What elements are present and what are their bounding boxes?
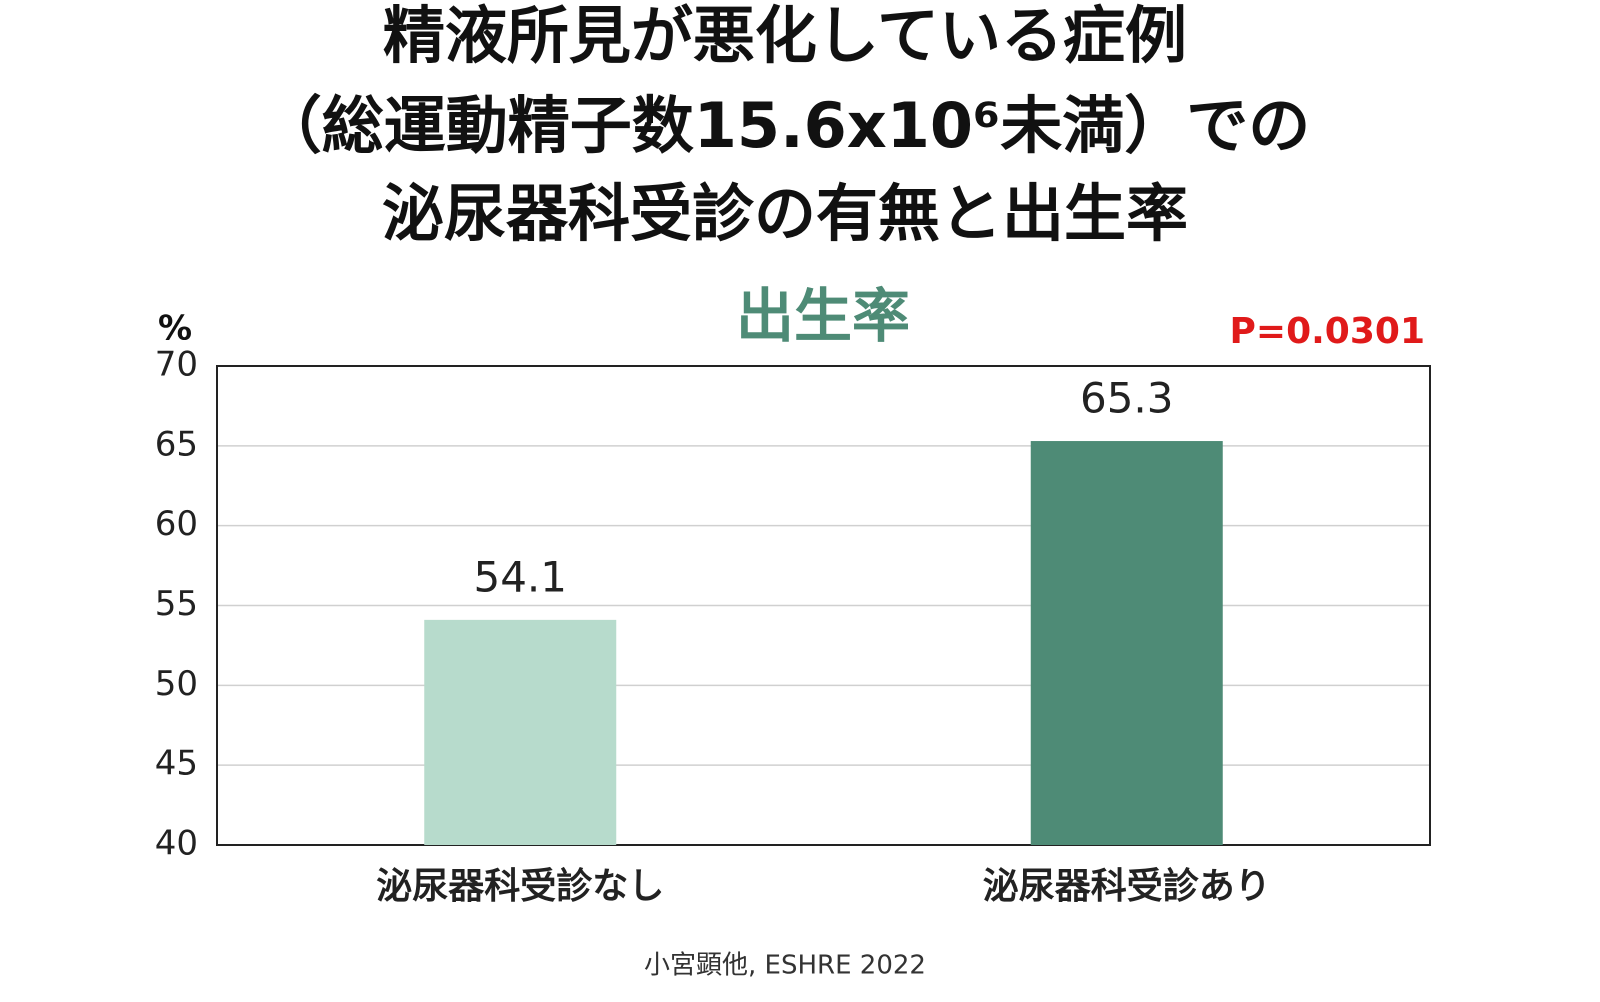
chart-subtitle: 出生率 [736, 282, 910, 350]
x-tick-label: 泌尿器科受診あり [983, 866, 1271, 907]
p-value: P=0.0301 [1230, 311, 1425, 352]
y-tick-label: 65 [155, 424, 198, 464]
y-tick-label: 50 [155, 664, 198, 704]
chart-title: 精液所見が悪化している症例 [383, 0, 1187, 72]
bar [1030, 441, 1223, 845]
data-label: 54.1 [473, 552, 567, 601]
data-label: 65.3 [1080, 374, 1174, 423]
y-tick-label: 70 [155, 345, 198, 385]
x-tick-label: 泌尿器科受診なし [376, 866, 664, 907]
plot-frame [216, 365, 1431, 846]
chart-title: 泌尿器科受診の有無と出生率 [382, 177, 1188, 250]
source: 小宮顕他, ESHRE 2022 [644, 951, 926, 981]
y-tick-label: 60 [155, 504, 198, 544]
y-tick-label: 55 [155, 584, 198, 624]
chart-title: （総運動精子数15.6x10⁶未満）での [260, 89, 1310, 162]
y-tick-label: 40 [155, 824, 198, 864]
bar [424, 619, 617, 845]
y-tick-label: 45 [155, 744, 198, 784]
y-axis-label: % [158, 309, 192, 349]
